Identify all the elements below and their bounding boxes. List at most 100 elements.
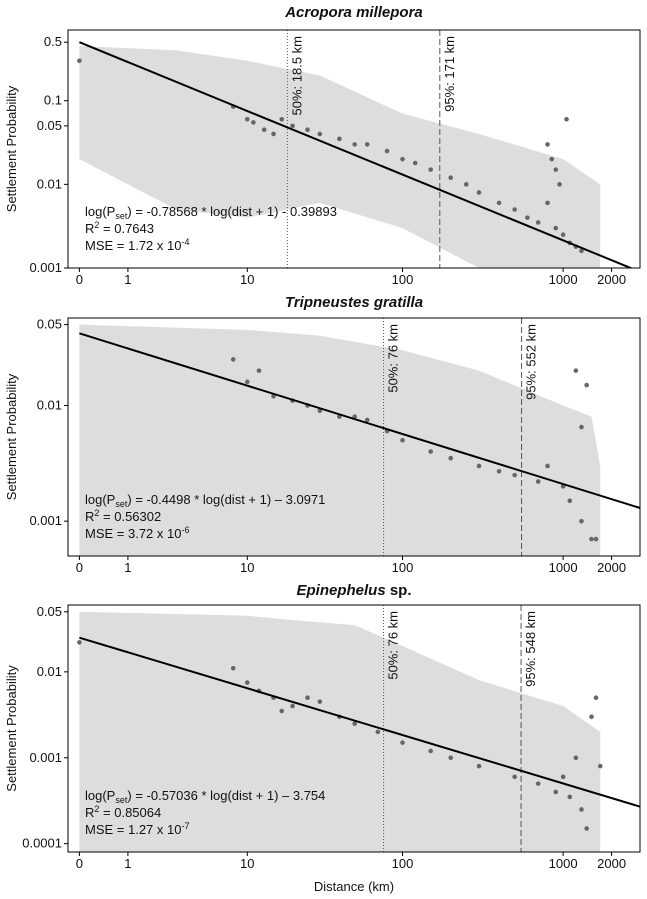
point — [545, 200, 550, 206]
point — [77, 58, 82, 64]
plot — [77, 605, 640, 852]
equation-part: log(P — [85, 788, 115, 803]
point — [244, 116, 250, 122]
equation-part: ) = -0.57036 * log(dist + 1) – 3.754 — [127, 788, 325, 803]
mse-part: MSE = 1.27 x 10 — [85, 822, 181, 837]
mse: MSE = 1.72 x 10-4 — [85, 237, 190, 253]
mse: MSE = 1.27 x 10-7 — [85, 821, 190, 837]
panel-title: Tripneustes gratilla — [285, 294, 423, 311]
point — [463, 182, 469, 187]
title-text: Epinephelus — [296, 582, 385, 599]
fit-line — [79, 332, 640, 509]
point — [400, 740, 405, 745]
point — [597, 763, 603, 769]
point — [579, 248, 584, 254]
y-tick-label: 0.001 — [29, 750, 62, 765]
point — [428, 748, 433, 754]
frame — [67, 317, 641, 557]
point — [476, 190, 482, 195]
point — [545, 142, 550, 147]
point — [567, 498, 573, 504]
r2-part: R — [85, 805, 94, 820]
x-tick-label: 2000 — [597, 560, 626, 575]
y-tick-label: 0.0001 — [22, 836, 62, 851]
x-tick-label: 1 — [124, 856, 131, 871]
panel-title: Acropora millepora — [284, 4, 423, 21]
point — [400, 156, 405, 162]
point — [364, 417, 370, 423]
point — [279, 116, 285, 122]
r2-part: = 0.85064 — [99, 805, 161, 820]
point — [593, 695, 599, 701]
y-tick-label: 0.1 — [44, 93, 62, 108]
point — [352, 142, 357, 147]
point — [290, 703, 295, 709]
fit-line — [79, 636, 640, 808]
plot — [79, 318, 640, 556]
equation-part: ) = -0.4498 * log(dist + 1) – 3.0971 — [127, 492, 325, 507]
point — [579, 424, 584, 430]
x-tick-label: 2000 — [597, 272, 626, 287]
x-tick-label: 10 — [240, 560, 254, 575]
x-tick-label: 0 — [76, 560, 83, 575]
r2: R2 = 0.56302 — [85, 508, 161, 524]
percentile-label: 95%: 171 km — [442, 36, 457, 112]
point — [573, 368, 579, 373]
y-tick-label: 0.01 — [37, 664, 62, 679]
x-tick-label: 1 — [124, 560, 131, 575]
point — [573, 755, 579, 761]
percentile-label: 50%: 76 km — [386, 324, 401, 393]
x-tick-label: 2000 — [597, 856, 626, 871]
y-tick-label: 0.05 — [37, 118, 62, 133]
point — [305, 127, 310, 133]
point — [476, 763, 482, 769]
point — [230, 357, 236, 362]
x-tick-label: 1000 — [549, 856, 578, 871]
x-axis-label: Distance (km) — [314, 879, 394, 894]
percentile-label: 50%: 18.5 km — [289, 36, 304, 116]
point — [579, 807, 584, 812]
x-tick-label: 1 — [124, 272, 131, 287]
point — [364, 142, 370, 147]
mse-part: -6 — [181, 525, 189, 535]
point — [317, 131, 323, 137]
equation-part: log(P — [85, 204, 115, 219]
point — [230, 665, 236, 671]
point — [584, 826, 589, 831]
point — [428, 449, 433, 454]
y-axis-label: Settlement Probability — [4, 373, 19, 500]
r2-part: = 0.56302 — [99, 509, 161, 524]
point — [553, 789, 559, 795]
point — [279, 708, 285, 714]
point — [337, 136, 342, 142]
point — [512, 472, 517, 478]
point — [512, 774, 517, 780]
r2-part: 2 — [94, 220, 99, 230]
envelope — [79, 46, 601, 268]
point — [448, 455, 454, 461]
point — [593, 536, 599, 542]
y-axis-label: Settlement Probability — [4, 85, 19, 212]
frame — [67, 604, 641, 853]
point — [589, 714, 594, 720]
point — [244, 680, 250, 685]
percentile-label: 95%: 552 km — [524, 324, 539, 400]
y-tick-label: 0.001 — [29, 513, 62, 528]
point — [589, 536, 594, 542]
r2-part: R — [85, 221, 94, 236]
point — [448, 175, 454, 181]
point — [496, 200, 502, 206]
point — [375, 729, 381, 735]
title-text: Tripneustes gratilla — [285, 294, 423, 311]
envelope — [79, 324, 601, 556]
point — [400, 437, 405, 443]
envelope — [79, 611, 601, 852]
title-text: Acropora millepora — [284, 4, 423, 21]
x-tick-label: 1000 — [549, 272, 578, 287]
r2: R2 = 0.85064 — [85, 804, 161, 820]
x-tick-label: 100 — [392, 272, 414, 287]
title-suffix: sp. — [386, 582, 412, 599]
point — [412, 160, 418, 166]
y-tick-label: 0.01 — [37, 397, 62, 412]
